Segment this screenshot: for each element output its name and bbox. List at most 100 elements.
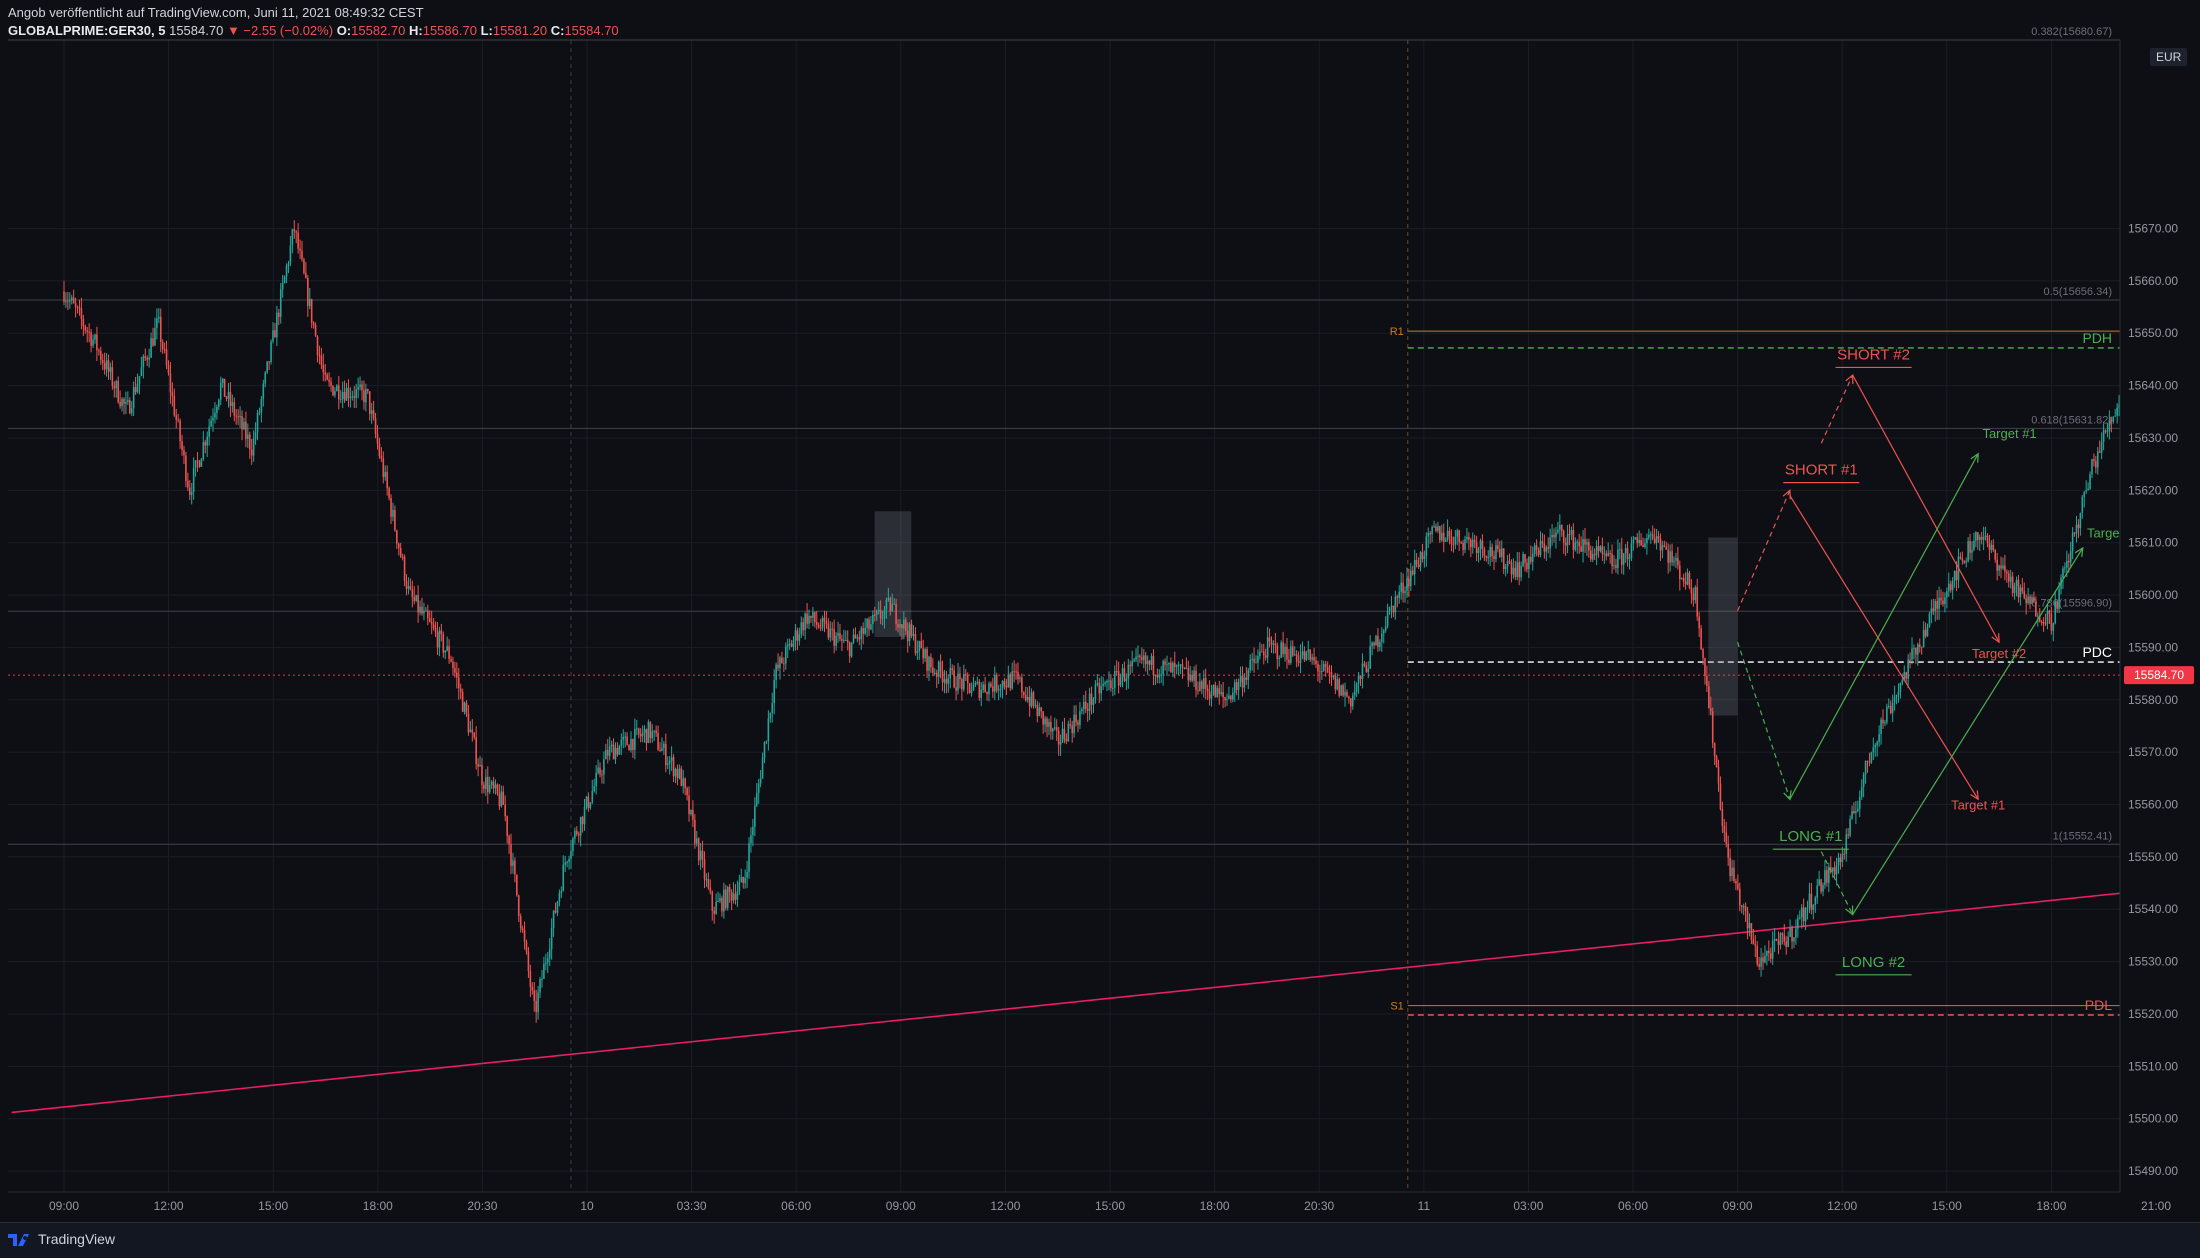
price-tick-label: 15560.00 bbox=[2128, 798, 2178, 812]
candle-body bbox=[493, 782, 495, 788]
brand[interactable]: TradingView bbox=[8, 1231, 115, 1247]
time-tick-label: 03:00 bbox=[1513, 1199, 1543, 1213]
candle-body bbox=[2087, 489, 2089, 490]
candle-body bbox=[1176, 666, 1178, 667]
candle-body bbox=[1081, 709, 1083, 711]
candle-body bbox=[1143, 655, 1145, 660]
candle-body bbox=[1842, 854, 1844, 862]
candle-body bbox=[1954, 571, 1956, 581]
candle-body bbox=[84, 326, 86, 330]
candle-body bbox=[2018, 580, 2020, 597]
candle-body bbox=[2083, 491, 2085, 496]
candle-body bbox=[1706, 676, 1708, 686]
candle-body bbox=[907, 631, 909, 641]
candle-body bbox=[1693, 593, 1695, 600]
candle-body bbox=[816, 622, 818, 625]
candle-body bbox=[506, 816, 508, 836]
candle-body bbox=[965, 674, 967, 675]
candle-body bbox=[1619, 549, 1621, 550]
candle-body bbox=[853, 635, 855, 643]
candle-body bbox=[1369, 646, 1371, 668]
candle-body bbox=[715, 902, 717, 914]
price-tick-label: 15490.00 bbox=[2128, 1164, 2178, 1178]
candle-body bbox=[1789, 927, 1791, 937]
candle-body bbox=[1652, 534, 1654, 539]
candle-body bbox=[1590, 550, 1592, 559]
candle-body bbox=[1902, 680, 1904, 683]
candle-body bbox=[1952, 581, 1954, 590]
candle-body bbox=[1764, 956, 1766, 962]
candle-body bbox=[1683, 578, 1685, 582]
candle-body bbox=[1325, 664, 1327, 667]
candle-body bbox=[1569, 534, 1571, 535]
candle-body bbox=[88, 332, 90, 333]
candle-body bbox=[172, 392, 174, 396]
price-chart[interactable]: 0.382(15680.67)0.5(15656.34)0.618(15631.… bbox=[0, 0, 2200, 1222]
time-tick-label: 12:00 bbox=[990, 1199, 1020, 1213]
candle-body bbox=[1716, 756, 1718, 767]
candle-body bbox=[1414, 560, 1416, 574]
candle-body bbox=[181, 441, 183, 450]
candle-body bbox=[1602, 546, 1604, 554]
candle-body bbox=[2105, 430, 2107, 431]
candle-body bbox=[1226, 699, 1228, 700]
candle-body bbox=[1000, 689, 1002, 690]
candle-body bbox=[2078, 525, 2080, 528]
candle-body bbox=[1097, 683, 1099, 684]
candle-body bbox=[489, 785, 491, 792]
candle-body bbox=[758, 783, 760, 792]
candle-body bbox=[1358, 676, 1360, 684]
candle-body bbox=[1313, 657, 1315, 660]
candle-body bbox=[110, 367, 112, 372]
candle-body bbox=[1385, 626, 1387, 630]
candle-body bbox=[444, 651, 446, 653]
candle-body bbox=[1006, 686, 1008, 688]
candle-body bbox=[346, 388, 348, 401]
candle-body bbox=[477, 764, 479, 766]
candle-body bbox=[1075, 715, 1077, 723]
candle-body bbox=[1724, 826, 1726, 833]
candle-body bbox=[326, 375, 328, 380]
candle-body bbox=[1422, 552, 1424, 559]
candle-body bbox=[429, 618, 431, 622]
time-tick-label: 10 bbox=[580, 1199, 594, 1213]
candle-body bbox=[452, 662, 454, 668]
candle-body bbox=[1404, 591, 1406, 593]
candle-body bbox=[1128, 665, 1130, 679]
candle-body bbox=[143, 356, 145, 367]
candle-body bbox=[1551, 535, 1553, 537]
footer: TradingView bbox=[0, 1222, 2200, 1258]
candle-body bbox=[282, 283, 284, 289]
candle-body bbox=[1834, 867, 1836, 874]
candle-body bbox=[404, 557, 406, 581]
symbol[interactable]: GLOBALPRIME:GER30, 5 bbox=[8, 23, 165, 38]
candle-body bbox=[2107, 431, 2109, 432]
candle-body bbox=[1633, 539, 1635, 543]
candle-body bbox=[977, 682, 979, 683]
candle-body bbox=[1853, 811, 1855, 813]
candle-body bbox=[948, 678, 950, 684]
candle-body bbox=[1009, 674, 1011, 688]
candle-body bbox=[425, 611, 427, 612]
candle-body bbox=[1255, 662, 1257, 663]
candle-body bbox=[733, 894, 735, 901]
candle-body bbox=[1745, 906, 1747, 911]
time-tick-label: 20:30 bbox=[1304, 1199, 1334, 1213]
candle-body bbox=[1157, 675, 1159, 678]
candle-body bbox=[152, 338, 154, 345]
candle-body bbox=[235, 416, 237, 417]
price-axis[interactable]: 15490.0015500.0015510.0015520.0015530.00… bbox=[2120, 0, 2200, 1222]
candle-body bbox=[86, 330, 88, 331]
candle-body bbox=[168, 365, 170, 373]
candle-body bbox=[580, 817, 582, 835]
candle-body bbox=[1218, 688, 1220, 694]
currency-badge[interactable]: EUR bbox=[2150, 48, 2187, 66]
candle-body bbox=[1573, 530, 1575, 550]
candle-body bbox=[1104, 683, 1106, 684]
candle-body bbox=[1294, 654, 1296, 655]
candle-body bbox=[731, 892, 733, 901]
candle-body bbox=[845, 640, 847, 641]
candle-body bbox=[377, 434, 379, 444]
candle-body bbox=[1327, 667, 1329, 673]
candle-body bbox=[361, 384, 363, 390]
